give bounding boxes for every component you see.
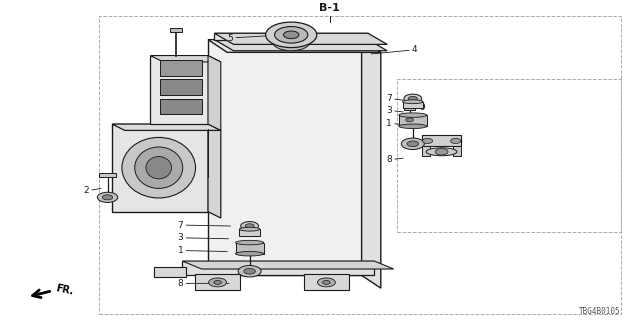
Circle shape [214, 281, 221, 284]
Circle shape [408, 96, 417, 101]
Polygon shape [208, 56, 221, 131]
Ellipse shape [403, 100, 423, 104]
Text: 7: 7 [178, 220, 230, 229]
Circle shape [435, 148, 448, 155]
Polygon shape [453, 146, 461, 156]
Circle shape [323, 281, 330, 284]
Circle shape [422, 138, 433, 143]
Circle shape [238, 266, 261, 277]
Text: 3: 3 [178, 233, 228, 242]
Polygon shape [362, 40, 381, 288]
Text: 3: 3 [387, 106, 403, 115]
Polygon shape [208, 124, 221, 218]
Polygon shape [422, 135, 461, 146]
Circle shape [241, 221, 259, 230]
Text: 6: 6 [457, 136, 462, 145]
Text: FR.: FR. [54, 284, 74, 297]
Ellipse shape [146, 156, 172, 179]
Polygon shape [239, 229, 260, 236]
Circle shape [451, 138, 461, 143]
Ellipse shape [399, 124, 427, 129]
Text: 1: 1 [387, 119, 403, 128]
Polygon shape [399, 115, 427, 126]
Circle shape [272, 32, 310, 51]
Polygon shape [154, 268, 186, 277]
Polygon shape [160, 79, 202, 95]
Polygon shape [422, 146, 430, 156]
Circle shape [404, 94, 422, 103]
Polygon shape [182, 261, 394, 269]
Text: 1: 1 [178, 246, 227, 255]
Polygon shape [214, 33, 368, 40]
Polygon shape [170, 28, 182, 32]
Polygon shape [195, 274, 240, 290]
Text: TBG4B0105: TBG4B0105 [579, 307, 621, 316]
Text: 7: 7 [387, 94, 403, 103]
Circle shape [317, 278, 335, 287]
Polygon shape [150, 56, 208, 124]
Text: 8: 8 [387, 155, 403, 164]
Circle shape [209, 278, 227, 287]
Polygon shape [214, 40, 387, 51]
Text: 5: 5 [228, 34, 268, 43]
Polygon shape [208, 40, 362, 276]
Circle shape [102, 195, 113, 200]
Circle shape [401, 138, 424, 149]
Polygon shape [150, 56, 221, 62]
Text: B-1: B-1 [319, 3, 340, 12]
Polygon shape [112, 124, 221, 131]
Polygon shape [403, 102, 423, 108]
Text: 2: 2 [84, 187, 101, 196]
Circle shape [266, 22, 317, 48]
Polygon shape [214, 33, 387, 44]
Circle shape [284, 31, 299, 39]
Ellipse shape [135, 147, 183, 188]
Polygon shape [236, 243, 264, 254]
Circle shape [407, 141, 419, 147]
Circle shape [281, 36, 301, 46]
Text: 8: 8 [178, 279, 229, 288]
Polygon shape [208, 40, 381, 52]
Circle shape [244, 268, 255, 274]
Ellipse shape [239, 227, 260, 231]
Ellipse shape [426, 148, 457, 156]
Polygon shape [160, 60, 202, 76]
Ellipse shape [122, 137, 196, 198]
Polygon shape [99, 173, 116, 177]
Polygon shape [404, 108, 415, 110]
Text: 9: 9 [411, 103, 425, 112]
Circle shape [275, 27, 308, 43]
Polygon shape [182, 261, 374, 276]
Ellipse shape [236, 240, 264, 245]
Polygon shape [160, 99, 202, 115]
Circle shape [406, 118, 413, 122]
Polygon shape [304, 274, 349, 290]
Circle shape [245, 224, 254, 228]
Ellipse shape [399, 113, 427, 117]
Text: 4: 4 [371, 45, 417, 54]
Circle shape [97, 192, 118, 203]
Polygon shape [112, 124, 208, 212]
Ellipse shape [236, 252, 264, 256]
